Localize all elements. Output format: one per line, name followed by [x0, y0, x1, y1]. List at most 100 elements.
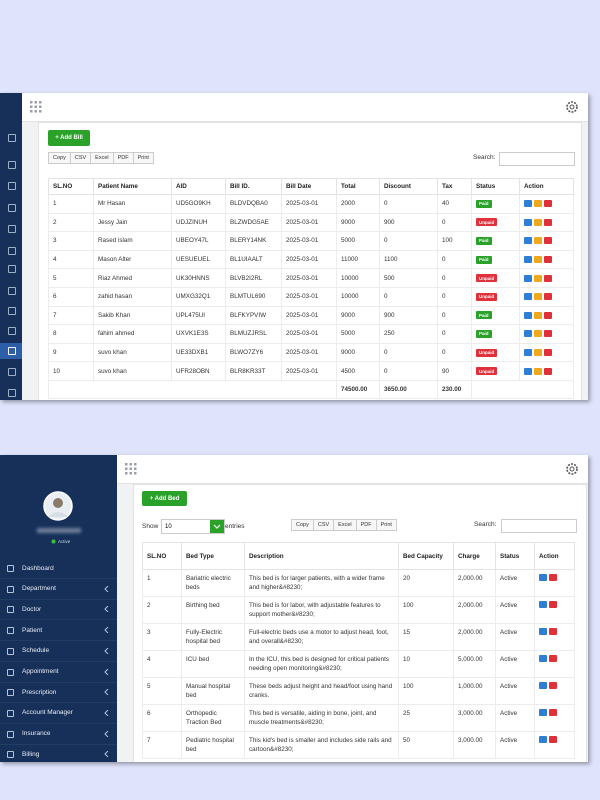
action-button[interactable]: [544, 274, 552, 282]
action-button[interactable]: [534, 330, 542, 338]
menu-item[interactable]: Department: [0, 579, 117, 600]
action-button[interactable]: [544, 348, 552, 356]
action-button[interactable]: [534, 218, 542, 226]
menu-item[interactable]: Prescription: [0, 682, 117, 704]
action-button[interactable]: [539, 736, 547, 743]
column-header[interactable]: Patient Name: [93, 178, 172, 195]
column-header[interactable]: AID: [171, 178, 226, 195]
action-button[interactable]: [524, 330, 532, 338]
menu-item[interactable]: Doctor: [0, 599, 117, 621]
export-button[interactable]: Excel: [333, 519, 357, 531]
menu-icon[interactable]: [8, 134, 16, 142]
action-button[interactable]: [534, 255, 542, 263]
menu-icon[interactable]: [8, 287, 16, 295]
action-button[interactable]: [549, 655, 557, 662]
apps-icon[interactable]: [30, 101, 42, 113]
column-header[interactable]: Bed Capacity: [398, 542, 454, 570]
action-button[interactable]: [534, 237, 542, 245]
action-button[interactable]: [534, 200, 542, 208]
action-button[interactable]: [524, 367, 532, 375]
export-button[interactable]: CSV: [69, 152, 92, 164]
menu-icon[interactable]: [8, 307, 16, 315]
export-button[interactable]: PDF: [112, 152, 134, 164]
menu-icon[interactable]: [8, 247, 16, 255]
export-button[interactable]: Print: [375, 519, 397, 531]
column-header[interactable]: SL.NO: [48, 178, 94, 195]
column-header[interactable]: Bed Type: [181, 542, 245, 570]
action-button[interactable]: [544, 200, 552, 208]
menu-icon[interactable]: [8, 204, 16, 212]
menu-icon[interactable]: [8, 182, 16, 190]
action-button[interactable]: [539, 682, 547, 689]
export-button[interactable]: Copy: [48, 152, 71, 164]
apps-icon[interactable]: [125, 463, 137, 475]
export-button[interactable]: Excel: [90, 152, 114, 164]
action-button[interactable]: [524, 255, 532, 263]
action-button[interactable]: [549, 628, 557, 635]
action-button[interactable]: [524, 311, 532, 319]
column-header[interactable]: Status: [495, 542, 535, 570]
column-header[interactable]: Status: [471, 178, 520, 195]
menu-item[interactable]: Schedule: [0, 641, 117, 662]
column-header[interactable]: Charge: [453, 542, 496, 570]
menu-item[interactable]: Appointment: [0, 662, 117, 683]
menu-icon[interactable]: [8, 265, 16, 273]
menu-icon[interactable]: [8, 389, 16, 397]
action-button[interactable]: [549, 736, 557, 743]
menu-icon[interactable]: [8, 347, 16, 355]
action-button[interactable]: [544, 311, 552, 319]
column-header[interactable]: Total: [336, 178, 380, 195]
add-bed-button[interactable]: + Add Bed: [142, 491, 187, 506]
action-button[interactable]: [549, 709, 557, 716]
action-button[interactable]: [524, 274, 532, 282]
action-button[interactable]: [539, 574, 547, 581]
column-header[interactable]: Bill Date: [281, 178, 337, 195]
search-input[interactable]: [499, 152, 575, 166]
column-header[interactable]: Action: [534, 542, 575, 570]
add-bill-button[interactable]: + Add Bill: [48, 130, 90, 146]
column-header[interactable]: Tax: [437, 178, 472, 195]
action-button[interactable]: [524, 348, 532, 356]
action-button[interactable]: [534, 293, 542, 301]
action-button[interactable]: [534, 367, 542, 375]
action-button[interactable]: [549, 574, 557, 581]
menu-icon[interactable]: [8, 368, 16, 376]
menu-item[interactable]: Insurance: [0, 724, 117, 745]
column-header[interactable]: SL.NO: [142, 542, 182, 570]
menu-item[interactable]: Patient: [0, 620, 117, 642]
menu-item[interactable]: Dashboard: [0, 558, 117, 579]
export-button[interactable]: Print: [132, 152, 154, 164]
action-button[interactable]: [524, 293, 532, 301]
action-button[interactable]: [539, 709, 547, 716]
menu-icon[interactable]: [8, 161, 16, 169]
column-header[interactable]: Description: [244, 542, 399, 570]
action-button[interactable]: [549, 682, 557, 689]
menu-icon[interactable]: [8, 225, 16, 233]
menu-item[interactable]: Billing: [0, 744, 117, 762]
settings-icon[interactable]: [565, 462, 579, 476]
page-size-select[interactable]: 10: [161, 519, 225, 534]
column-header[interactable]: Discount: [379, 178, 438, 195]
settings-icon[interactable]: [565, 100, 579, 114]
search-input[interactable]: [501, 519, 577, 533]
export-button[interactable]: Copy: [291, 519, 314, 531]
action-button[interactable]: [544, 255, 552, 263]
action-button[interactable]: [544, 293, 552, 301]
action-button[interactable]: [539, 601, 547, 608]
action-button[interactable]: [524, 200, 532, 208]
action-button[interactable]: [544, 330, 552, 338]
action-button[interactable]: [539, 628, 547, 635]
action-button[interactable]: [524, 218, 532, 226]
menu-icon[interactable]: [8, 327, 16, 335]
action-button[interactable]: [539, 655, 547, 662]
action-button[interactable]: [544, 218, 552, 226]
column-header[interactable]: Bill ID.: [225, 178, 282, 195]
action-button[interactable]: [534, 274, 542, 282]
action-button[interactable]: [544, 367, 552, 375]
action-button[interactable]: [534, 348, 542, 356]
action-button[interactable]: [524, 237, 532, 245]
export-button[interactable]: PDF: [355, 519, 377, 531]
action-button[interactable]: [549, 601, 557, 608]
column-header[interactable]: Action: [519, 178, 574, 195]
action-button[interactable]: [534, 311, 542, 319]
